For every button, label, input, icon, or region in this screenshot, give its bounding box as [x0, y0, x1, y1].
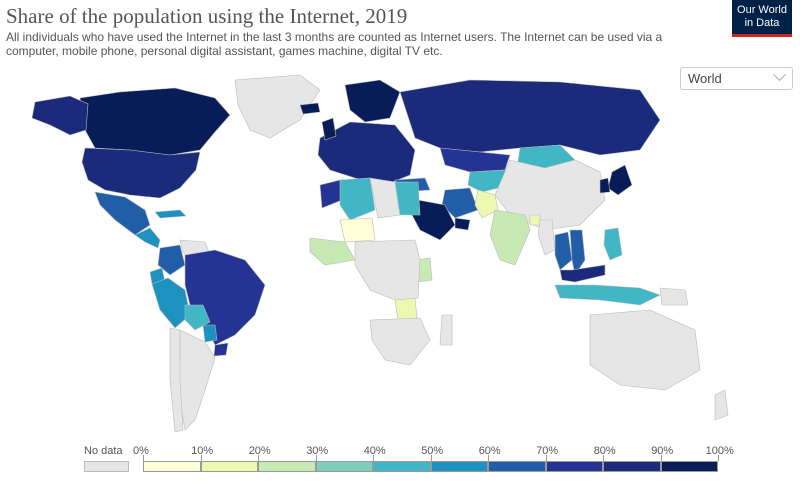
legend-tick-label: 0% — [133, 445, 149, 457]
map-region-vietnam[interactable]: Vietnam — [569, 229, 586, 276]
map-region-iceland[interactable]: Iceland — [299, 102, 321, 115]
map-region-china[interactable]: China — [494, 159, 606, 231]
legend-tick-mark — [488, 455, 489, 461]
owid-logo[interactable]: Our World in Data — [732, 0, 792, 37]
legend-tick-mark — [660, 455, 662, 461]
map-region-gulf-states[interactable]: Gulf states — [454, 217, 471, 231]
legend-tick-mark — [603, 455, 604, 461]
map-region-new-zealand[interactable]: New Zealand — [714, 389, 729, 421]
map-region-australia[interactable]: Australia — [589, 309, 701, 391]
map-region-brazil[interactable]: Brazil — [184, 249, 266, 346]
legend-bin-7 — [545, 461, 603, 472]
map-region-bangladesh[interactable]: Bangladesh — [529, 214, 541, 226]
map-region-scandinavia[interactable]: Scandinavia — [344, 79, 401, 123]
map-region-central-africa[interactable]: Central Africa — [354, 239, 421, 301]
legend-tick-label: 90% — [651, 445, 674, 457]
map-region-mexico[interactable]: Mexico — [94, 191, 151, 236]
legend-no-data-label: No data — [84, 445, 123, 457]
logo-line-1: Our World — [737, 4, 787, 16]
legend-tick-label: 40% — [363, 445, 386, 457]
chart-title: Share of the population using the Intern… — [6, 4, 408, 28]
map-region-kazakhstan[interactable]: Kazakhstan — [439, 147, 511, 173]
map-region-egypt[interactable]: Egypt — [394, 181, 421, 216]
legend-tick-mark — [430, 455, 432, 461]
map-region-papua-new-guinea[interactable]: Papua New Guinea — [659, 287, 689, 306]
legend-tick-mark — [315, 455, 317, 461]
legend-tick-label: 70% — [536, 445, 559, 457]
map-region-japan[interactable]: Japan — [607, 164, 633, 196]
legend-tick-label: 100% — [705, 445, 734, 457]
legend-tick-label: 50% — [421, 445, 444, 457]
region-select[interactable]: World — [680, 67, 793, 90]
map-region-madagascar[interactable]: Madagascar — [439, 314, 453, 346]
chart-subtitle: All individuals who have used the Intern… — [6, 30, 663, 58]
map-region-greenland[interactable]: Greenland — [234, 74, 321, 139]
map-region-bolivia[interactable]: Bolivia — [184, 304, 211, 331]
legend-bin-0 — [143, 461, 201, 472]
legend-bin-2 — [258, 461, 316, 472]
legend-tick-mark — [373, 455, 374, 461]
map-region-uruguay[interactable]: Uruguay — [213, 342, 229, 357]
map-region-india[interactable]: India — [489, 209, 531, 266]
map-region-central-america[interactable]: Central America — [134, 227, 161, 249]
map-region-myanmar[interactable]: Myanmar — [537, 219, 556, 256]
map-region-chile[interactable]: Chile — [169, 327, 184, 433]
map-region-philippines[interactable]: Philippines — [603, 227, 623, 261]
legend-bin-6 — [488, 461, 546, 472]
legend-tick-mark — [545, 455, 547, 461]
map-region-russia[interactable]: Russia — [399, 79, 661, 156]
legend-tick-label: 30% — [306, 445, 329, 457]
legend-tick-mark — [200, 455, 202, 461]
map-region-cuba[interactable]: Cuba — [154, 209, 187, 219]
map-region-indonesia[interactable]: Indonesia — [554, 284, 661, 306]
legend-bin-3 — [315, 461, 373, 472]
map-region-thailand[interactable]: Thailand — [554, 231, 573, 271]
map-region-united-states[interactable]: United States — [81, 147, 201, 199]
legend-bin-1 — [200, 461, 258, 472]
legend-bin-9 — [660, 461, 718, 472]
legend-tick-label: 10% — [191, 445, 214, 457]
legend-tick-mark — [718, 455, 719, 461]
map-region-algeria[interactable]: Algeria — [339, 177, 376, 221]
map-region-morocco[interactable]: Morocco — [319, 179, 343, 209]
legend-tick-label: 20% — [248, 445, 271, 457]
map-region-canada[interactable]: Canada — [79, 87, 231, 156]
map-region-zambia[interactable]: Zambia — [394, 297, 418, 321]
map-region-colombia[interactable]: Colombia — [157, 244, 186, 276]
legend-tick-mark — [258, 455, 259, 461]
legend-bin-5 — [430, 461, 488, 472]
map-region-iran[interactable]: Iran — [441, 187, 479, 219]
world-map: CanadaAlaska (United States) United State… — [31, 74, 729, 433]
map-region-peru[interactable]: Peru — [151, 277, 191, 329]
map-region-west-africa[interactable]: West Africa — [309, 237, 356, 266]
map-region-alaska-united-states[interactable]: Alaska (United States) — [31, 95, 89, 136]
map-region-pakistan[interactable]: Pakistan — [474, 189, 499, 219]
legend-tick-label: 60% — [478, 445, 501, 457]
region-select-value: World — [688, 71, 722, 86]
map-region-argentina[interactable]: Argentina — [177, 329, 216, 431]
map-region-southern-africa[interactable]: Southern Africa — [369, 317, 431, 366]
logo-line-2: in Data — [744, 17, 780, 29]
map-region-malaysia[interactable]: Malaysia — [559, 264, 606, 283]
map-region-mali[interactable]: Mali — [339, 217, 376, 243]
legend-bin-8 — [603, 461, 661, 472]
legend-tick-mark — [143, 455, 144, 461]
map-region-korea[interactable]: Korea — [599, 177, 611, 194]
legend-no-data-swatch — [84, 461, 129, 472]
map-region-paraguay[interactable]: Paraguay — [202, 324, 218, 343]
legend-tick-label: 80% — [593, 445, 616, 457]
map-region-united-kingdom[interactable]: United Kingdom — [321, 117, 337, 141]
legend-bin-4 — [373, 461, 431, 472]
